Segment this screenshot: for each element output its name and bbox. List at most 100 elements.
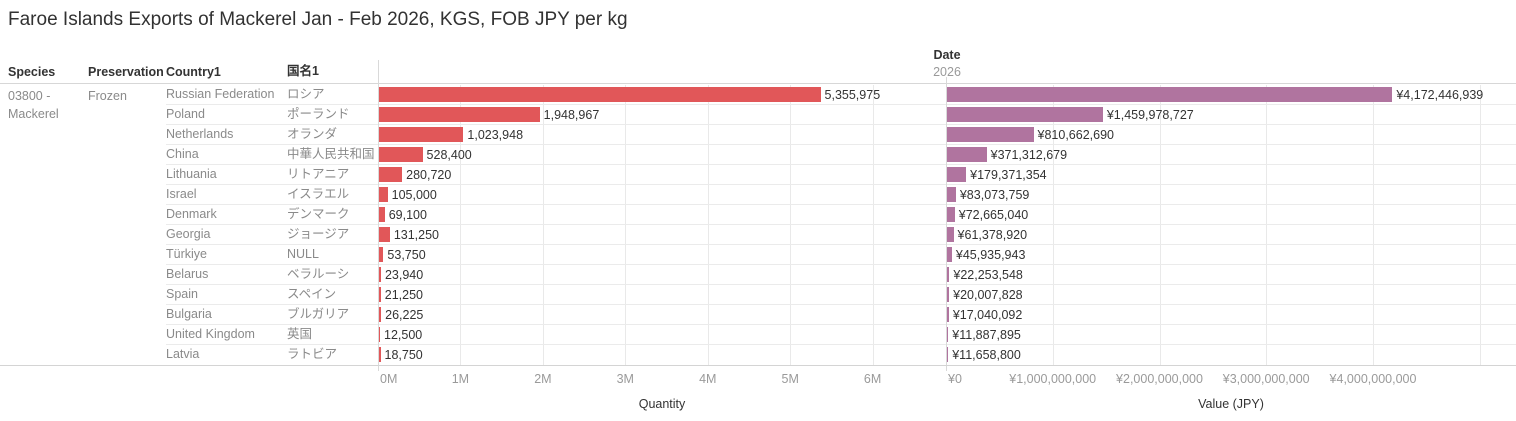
quantity-bar[interactable] [379,87,821,102]
pane-divider-right [946,77,947,371]
column-header-date[interactable]: Date [933,48,961,62]
rows: Russian Federation ロシア 5,355,975 ¥4,172,… [166,85,1516,365]
quantity-pane-cell: 1,023,948 [378,125,946,144]
country-jp-label[interactable]: オランダ [287,127,338,141]
table-row: Denmark デンマーク 69,100 ¥72,665,040 [166,205,1516,225]
quantity-bar[interactable] [379,327,381,342]
column-header-preservation[interactable]: Preservation [88,65,164,79]
country-label[interactable]: Bulgaria [166,307,212,321]
species-cell[interactable]: 03800 - Mackerel [8,89,59,121]
country-label[interactable]: China [166,147,199,161]
country-jp-label[interactable]: ジョージア [287,227,350,241]
quantity-pane-cell: 12,500 [378,325,946,344]
country-jp-label[interactable]: デンマーク [287,207,350,221]
value-bar[interactable] [947,107,1103,122]
axis-line [0,365,1516,366]
quantity-bar-label: 18,750 [384,348,423,362]
value-bar[interactable] [947,307,949,322]
quantity-bar[interactable] [379,227,390,242]
axis-tick-label: 6M [863,372,882,386]
quantity-pane-cell: 1,948,967 [378,105,946,124]
value-bar-label: ¥83,073,759 [959,187,1030,202]
country-jp-label[interactable]: スペイン [287,287,337,301]
table-row: Poland ポーランド 1,948,967 ¥1,459,978,727 [166,105,1516,125]
country-label[interactable]: Poland [166,107,205,121]
value-bar[interactable] [947,247,952,262]
value-bar-label: ¥371,312,679 [990,147,1068,162]
value-bar-label: ¥810,662,690 [1037,127,1114,142]
value-bar[interactable] [947,327,949,342]
axis-tick-label: 2M [534,372,552,386]
column-header-species[interactable]: Species [8,65,56,79]
quantity-pane-cell: 18,750 [378,345,946,365]
value-pane-cell: ¥11,887,895 [946,325,1516,344]
value-pane-cell: ¥1,459,978,727 [946,105,1516,124]
country-label[interactable]: Lithuania [166,167,217,181]
value-bar[interactable] [947,347,949,362]
value-bar[interactable] [947,187,956,202]
country-label[interactable]: Latvia [166,347,200,361]
country-label[interactable]: Georgia [166,227,211,241]
value-bar-label: ¥179,371,354 [970,167,1047,182]
quantity-bar[interactable] [379,287,381,302]
value-bar[interactable] [947,227,954,242]
quantity-bar-label: 280,720 [406,167,452,182]
country-jp-label[interactable]: イスラエル [287,187,350,201]
table-row: Belarus ベラルーシ 23,940 ¥22,253,548 [166,265,1516,285]
quantity-bar[interactable] [379,267,381,282]
axis-tick-label: 5M [781,372,799,386]
value-bar[interactable] [947,287,950,302]
value-pane-cell: ¥72,665,040 [946,205,1516,224]
country-jp-label[interactable]: ベラルーシ [287,267,350,281]
quantity-bar-label: 1,023,948 [467,127,524,142]
table-row: Lithuania リトアニア 280,720 ¥179,371,354 [166,165,1516,185]
table-row: Latvia ラトビア 18,750 ¥11,658,800 [166,345,1516,365]
country-jp-label[interactable]: ラトビア [287,347,338,361]
quantity-bar[interactable] [379,167,403,182]
value-bar[interactable] [947,147,987,162]
table-row: United Kingdom 英国 12,500 ¥11,887,895 [166,325,1516,345]
value-bar[interactable] [947,207,955,222]
axis-tick-label: 4M [699,372,717,386]
preservation-cell[interactable]: Frozen [88,89,127,103]
country-jp-label[interactable]: NULL [287,247,319,261]
table-row: Türkiye NULL 53,750 ¥45,935,943 [166,245,1516,265]
value-bar-label: ¥20,007,828 [953,287,1023,302]
country-jp-label[interactable]: ロシア [287,87,325,101]
country-label[interactable]: Türkiye [166,247,207,261]
country-label[interactable]: Belarus [166,267,209,281]
country-jp-label[interactable]: ブルガリア [287,307,350,321]
country-label[interactable]: Denmark [166,207,217,221]
quantity-bar[interactable] [379,187,388,202]
country-label[interactable]: Spain [166,287,198,301]
quantity-bar[interactable] [379,207,385,222]
country-jp-label[interactable]: 英国 [287,327,313,341]
value-bar[interactable] [947,267,950,282]
column-header-year[interactable]: 2026 [933,65,961,79]
value-bar[interactable] [947,167,967,182]
axis-tick-label: ¥3,000,000,000 [1222,372,1310,386]
country-jp-label[interactable]: ポーランド [287,107,350,121]
value-bar[interactable] [947,127,1034,142]
quantity-bar[interactable] [379,147,423,162]
column-header-kokumei1[interactable]: 国名1 [287,64,319,78]
quantity-bar[interactable] [379,307,382,322]
quantity-bar[interactable] [379,127,464,142]
country-label[interactable]: Israel [166,187,197,201]
country-label[interactable]: Netherlands [166,127,234,141]
quantity-bar[interactable] [379,107,540,122]
table-row: Bulgaria ブルガリア 26,225 ¥17,040,092 [166,305,1516,325]
column-header-country1[interactable]: Country1 [166,65,221,79]
country-jp-label[interactable]: 中華人民共和国 [287,147,375,161]
quantity-bar-label: 69,100 [388,207,427,222]
country-label[interactable]: United Kingdom [166,327,255,341]
pane-divider-left [378,60,379,371]
value-bar[interactable] [947,87,1393,102]
country-label[interactable]: Russian Federation [166,87,275,101]
quantity-bar-label: 105,000 [391,187,437,202]
quantity-bar[interactable] [379,347,381,362]
quantity-bar[interactable] [379,247,384,262]
value-bar-label: ¥11,887,895 [952,327,1021,342]
country-jp-label[interactable]: リトアニア [287,167,350,181]
